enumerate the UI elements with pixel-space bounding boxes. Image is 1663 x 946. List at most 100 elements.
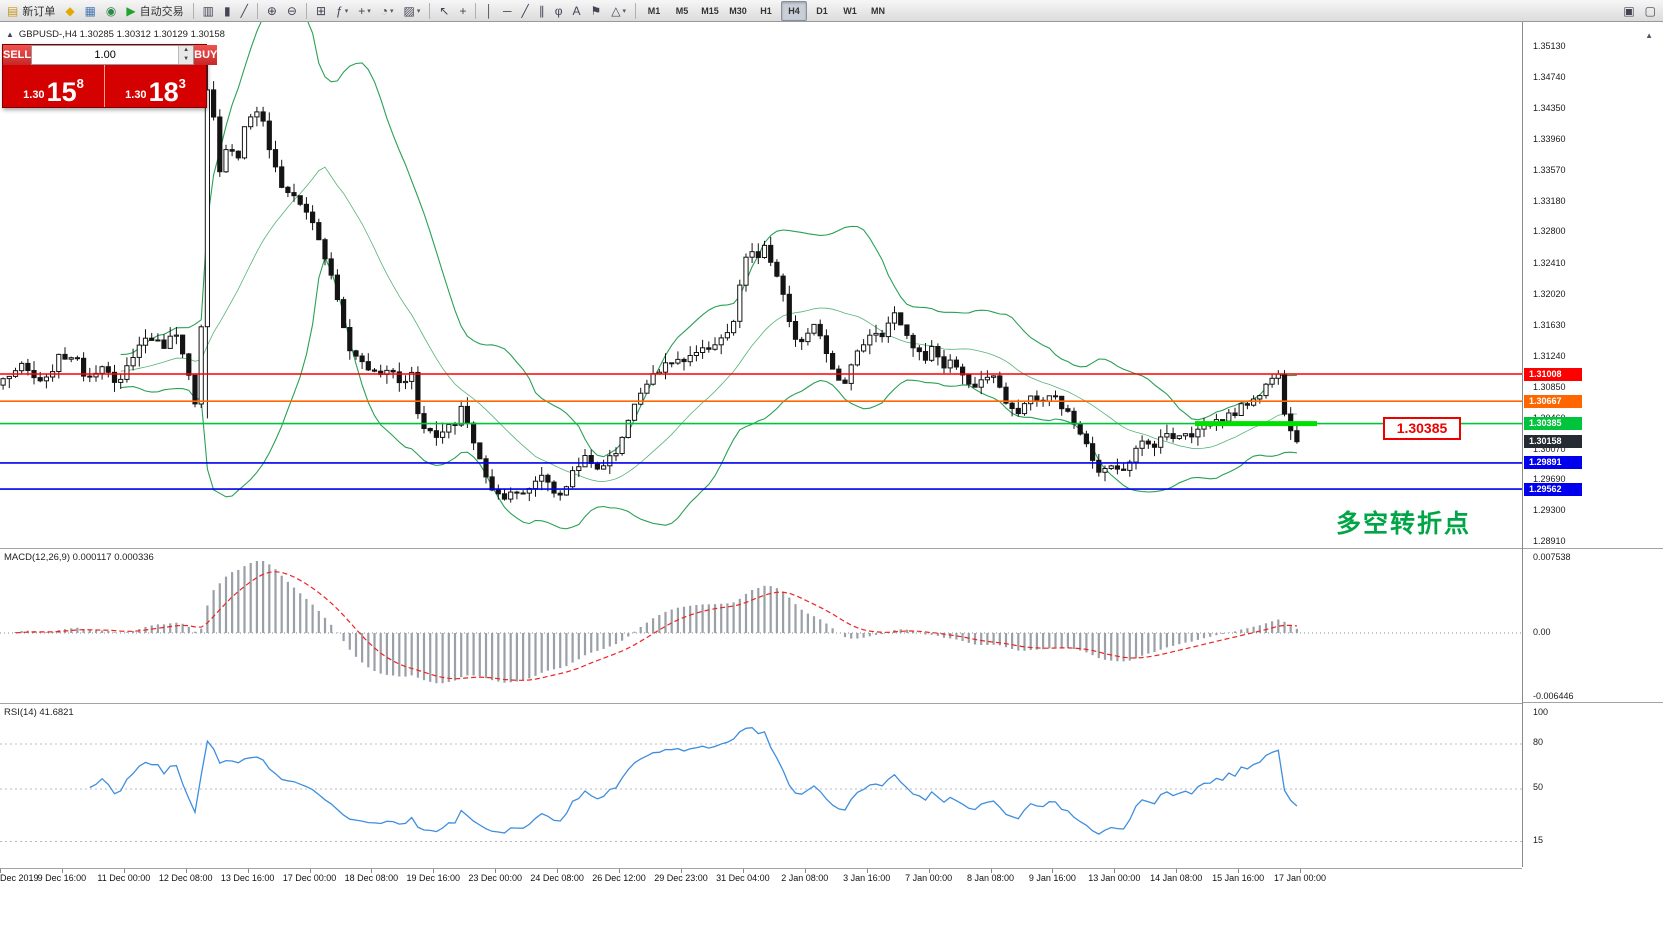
shapes-button[interactable]: △ ▾ — [606, 0, 631, 22]
vertical-line-button[interactable]: │ — [480, 0, 498, 22]
axis-scroll-up-icon: ▲ — [1645, 31, 1653, 40]
templates-icon: ▨ — [403, 3, 415, 18]
sell-price-big: 15 — [46, 77, 77, 107]
new-order-button[interactable]: ▤ 新订单 — [2, 0, 60, 22]
time-tick — [495, 869, 497, 873]
time-label: 18 Dec 08:00 — [344, 873, 399, 883]
time-axis[interactable]: Dec 2019 9 Dec 16:00 11 Dec 00:00 12 Dec 08… — [0, 868, 1522, 946]
shapes-dropdown-icon[interactable]: ▾ — [622, 7, 627, 15]
cursor-button[interactable]: ↖ — [434, 0, 454, 22]
trendline-button[interactable]: ╱ — [516, 0, 533, 22]
price-axis[interactable]: ▲ 1.35130 1.34740 1.34350 1.33960 1.33570 1.3… — [1522, 22, 1663, 867]
zoom-out-button[interactable]: ⊖ — [282, 0, 302, 22]
periods-dropdown-icon[interactable]: ▾ — [390, 7, 394, 15]
auto-trading-button[interactable]: ▶ 自动交易 — [121, 0, 188, 22]
time-label: 29 Dec 23:00 — [654, 873, 708, 883]
axis-tick: 1.30850 — [1533, 381, 1566, 392]
axis-tick: 1.34350 — [1533, 103, 1566, 114]
timeframe-d1-button[interactable]: D1 — [816, 5, 828, 16]
time-tick — [866, 869, 868, 873]
time-label: 23 Dec 00:00 — [468, 873, 522, 883]
market-watch-icon: ▦ — [84, 3, 96, 18]
chart-ohlc-header: ▲ GBPUSD-,H4 1.30285 1.30312 1.30129 1.3… — [6, 29, 225, 40]
candlestick-chart-button[interactable]: ▮ — [219, 0, 236, 22]
navigator-icon: ◉ — [105, 3, 117, 18]
horizontal-line-button[interactable]: ─ — [498, 0, 517, 22]
arrow-label-button[interactable]: ⚑ — [586, 0, 607, 22]
new-chart-button[interactable]: + ▾ — [353, 0, 376, 22]
axis-separator — [1523, 702, 1663, 703]
buy-price[interactable]: 1.30 18 3 — [105, 65, 206, 107]
tile-windows-button[interactable]: ⊞ — [311, 0, 331, 22]
sell-price[interactable]: 1.30 15 8 — [3, 65, 105, 107]
axis-tick: 50 — [1533, 782, 1544, 792]
price-level-badge: 1.29891 — [1524, 456, 1582, 470]
price-annotation-label[interactable]: 1.30385 — [1383, 417, 1461, 440]
time-tick — [185, 869, 187, 873]
timeframe-h1-button[interactable]: H1 — [760, 5, 772, 16]
main-chart-panel[interactable]: ▲ GBPUSD-,H4 1.30285 1.30312 1.30129 1.3… — [0, 22, 1522, 548]
templates-button[interactable]: ▨ ▾ — [399, 0, 426, 22]
line-chart-button[interactable]: ╱ — [236, 0, 253, 22]
new-chart-dropdown-icon[interactable]: ▾ — [367, 7, 371, 15]
market-watch-button[interactable]: ▦ — [80, 0, 101, 22]
metaeditor-button[interactable]: ◆ — [60, 0, 79, 22]
axis-tick: 1.32020 — [1533, 288, 1566, 299]
macd-panel[interactable]: MACD(12,26,9) 0.000117 0.000336 — [0, 548, 1522, 703]
bar-chart-button[interactable]: ▥ — [198, 0, 219, 22]
timeframe-m30-button[interactable]: M30 — [729, 5, 747, 16]
zoom-in-button[interactable]: ⊕ — [262, 0, 282, 22]
new-order-icon: ▤ — [7, 3, 19, 18]
indicators-button[interactable]: ƒ ▾ — [331, 0, 353, 22]
fibonacci-button[interactable]: φ — [550, 0, 568, 22]
axis-tick: 80 — [1533, 737, 1544, 747]
equidistant-channel-button[interactable]: ∥ — [534, 0, 550, 22]
macd-canvas[interactable] — [0, 549, 1522, 703]
buy-button[interactable]: BUY — [194, 45, 218, 65]
time-tick — [990, 869, 992, 873]
periods-button[interactable]: ◔ ▾ — [376, 0, 399, 22]
buy-price-sup: 3 — [178, 76, 186, 91]
timeframe-m5-button[interactable]: M5 — [675, 5, 689, 16]
templates-dropdown-icon[interactable]: ▾ — [416, 7, 421, 15]
rsi-panel[interactable]: RSI(14) 41.6821 — [0, 703, 1522, 868]
time-label: 17 Jan 00:00 — [1273, 873, 1327, 883]
timeframe-w1-button[interactable]: W1 — [843, 5, 857, 16]
time-label: 8 Jan 08:00 — [966, 873, 1015, 883]
buy-price-small: 1.30 — [125, 89, 147, 101]
indicators-dropdown-icon[interactable]: ▾ — [344, 7, 349, 15]
time-label: 12 Dec 08:00 — [158, 873, 213, 883]
volume-decrease-button[interactable]: ▼ — [179, 55, 194, 64]
navigator-button[interactable]: ◉ — [101, 0, 121, 22]
timeframe-h4-button[interactable]: H4 — [781, 0, 808, 21]
timeframe-m1-button[interactable]: M1 — [647, 5, 661, 16]
crosshair-icon: + — [459, 3, 467, 18]
time-tick — [0, 869, 1, 873]
candlestick-chart-icon: ▮ — [223, 3, 231, 18]
one-click-collapse-icon[interactable]: ▲ — [6, 30, 14, 39]
turning-point-annotation[interactable]: 多空转折点 — [1336, 510, 1472, 538]
chart-canvas[interactable] — [0, 22, 1522, 548]
sell-button[interactable]: SELL — [3, 45, 32, 65]
timeframe-m15-button[interactable]: M15 — [701, 5, 719, 16]
chart-window-button[interactable]: ▣ — [1618, 0, 1639, 22]
volume-increase-button[interactable]: ▲ — [179, 46, 194, 55]
timeframe-mn-button[interactable]: MN — [871, 5, 886, 16]
time-tick — [1052, 869, 1054, 873]
time-tick — [247, 869, 249, 873]
time-tick — [1238, 869, 1240, 873]
time-label: 7 Jan 00:00 — [905, 873, 953, 883]
one-click-trading-panel: SELL ▲ ▼ BUY 1.30 15 8 — [2, 44, 218, 108]
axis-tick: 1.34740 — [1533, 72, 1566, 82]
shapes-icon: △ — [611, 3, 621, 18]
time-label: 13 Jan 00:00 — [1088, 873, 1141, 883]
time-label: 2 Jan 08:00 — [781, 873, 829, 883]
axis-tick: 1.32800 — [1533, 226, 1566, 237]
window-restore-button[interactable]: ▢ — [1640, 0, 1661, 22]
volume-input[interactable] — [32, 46, 179, 64]
volume-spinner: ▲ ▼ — [178, 46, 194, 64]
text-button[interactable]: A — [567, 0, 585, 22]
rsi-canvas[interactable] — [0, 704, 1522, 868]
toolbar-separator — [475, 2, 477, 19]
crosshair-button[interactable]: + — [454, 0, 471, 22]
